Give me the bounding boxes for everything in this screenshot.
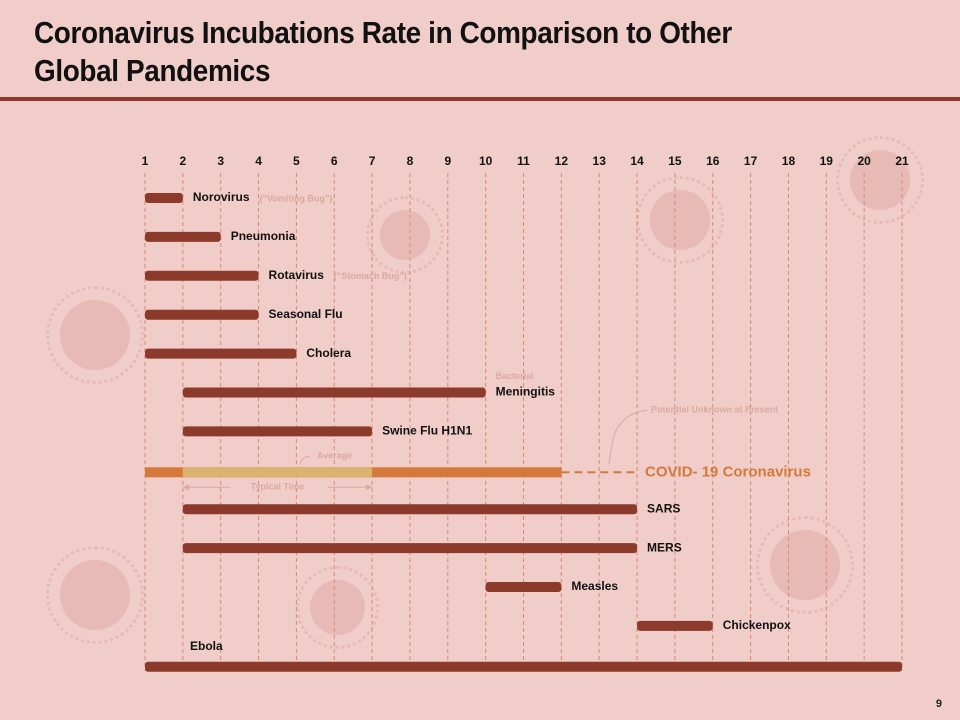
- typical-arrowhead-left: [182, 484, 189, 491]
- typical-arrowhead-right: [366, 484, 373, 491]
- tick-label-21: 21: [895, 154, 909, 168]
- background-virus-4: [836, 136, 924, 224]
- tick-label-16: 16: [706, 154, 720, 168]
- label-meningitis: Meningitis: [496, 385, 556, 399]
- label-pneumonia: Pneumonia: [231, 229, 296, 243]
- tick-label-1: 1: [142, 154, 149, 168]
- background-virus-2: [366, 196, 444, 274]
- background-virus-7: [296, 566, 379, 649]
- bar-rotavirus: [145, 270, 259, 281]
- title-rule: [0, 97, 960, 101]
- bar-covid-19-coronavirus-average: [182, 467, 373, 478]
- label-swine-flu-h1n1: Swine Flu H1N1: [382, 424, 472, 438]
- tick-label-10: 10: [479, 154, 493, 168]
- background-virus-5: [46, 546, 144, 644]
- label-seasonal-flu: Seasonal Flu: [269, 307, 343, 321]
- tick-label-17: 17: [744, 154, 758, 168]
- bar-swine-flu-h1n1: [182, 426, 373, 437]
- page-title: Coronavirus Incubations Rate in Comparis…: [34, 15, 732, 88]
- tick-label-6: 6: [331, 154, 338, 168]
- label-sars: SARS: [647, 501, 680, 515]
- note-rotavirus: (“Stomach Bug”): [334, 271, 407, 281]
- background-virus-6: [756, 516, 854, 614]
- background-virus-3: [636, 176, 724, 264]
- tick-label-7: 7: [369, 154, 376, 168]
- tick-label-19: 19: [820, 154, 834, 168]
- label-mers: MERS: [647, 540, 682, 554]
- label-rotavirus: Rotavirus: [269, 268, 325, 282]
- label-covid-19-coronavirus: COVID- 19 Coronavirus: [645, 463, 811, 480]
- bar-cholera: [145, 348, 297, 359]
- label-ebola: Ebola: [190, 639, 223, 653]
- tick-label-9: 9: [444, 154, 451, 168]
- tick-label-3: 3: [217, 154, 224, 168]
- tick-label-5: 5: [293, 154, 300, 168]
- bar-norovirus: [145, 193, 183, 203]
- bar-measles: [485, 582, 562, 592]
- bar-chickenpox: [637, 620, 713, 631]
- average-leader: [299, 455, 311, 465]
- label-cholera: Cholera: [306, 346, 351, 360]
- bar-mers: [182, 543, 638, 554]
- bar-sars: [182, 504, 638, 515]
- tick-label-20: 20: [857, 154, 871, 168]
- tick-label-13: 13: [593, 154, 607, 168]
- tick-label-4: 4: [255, 154, 262, 168]
- tick-label-14: 14: [630, 154, 644, 168]
- note-norovirus: (“Vomiting Bug”): [260, 193, 333, 203]
- bar-pneumonia: [145, 231, 221, 242]
- tick-label-11: 11: [517, 154, 530, 168]
- label-chickenpox: Chickenpox: [723, 618, 791, 632]
- bar-ebola: [145, 661, 902, 672]
- label-average: Average: [317, 451, 352, 461]
- background-virus-1: [46, 286, 144, 384]
- label-potential-unknown: Potential Unknown at Present: [651, 405, 778, 415]
- note-meningitis: Bacterial: [496, 371, 534, 381]
- bar-meningitis: [182, 387, 486, 398]
- tick-label-2: 2: [180, 154, 187, 168]
- label-measles: Measles: [571, 579, 618, 593]
- tick-label-18: 18: [782, 154, 796, 168]
- tick-label-15: 15: [668, 154, 682, 168]
- label-norovirus: Norovirus: [193, 190, 250, 204]
- bar-seasonal-flu: [145, 309, 259, 320]
- label-typical-time: Typical Time: [251, 482, 305, 492]
- page-number: 9: [935, 698, 942, 710]
- potential-unknown-leader: [608, 409, 648, 465]
- tick-label-8: 8: [407, 154, 414, 168]
- tick-label-12: 12: [555, 154, 569, 168]
